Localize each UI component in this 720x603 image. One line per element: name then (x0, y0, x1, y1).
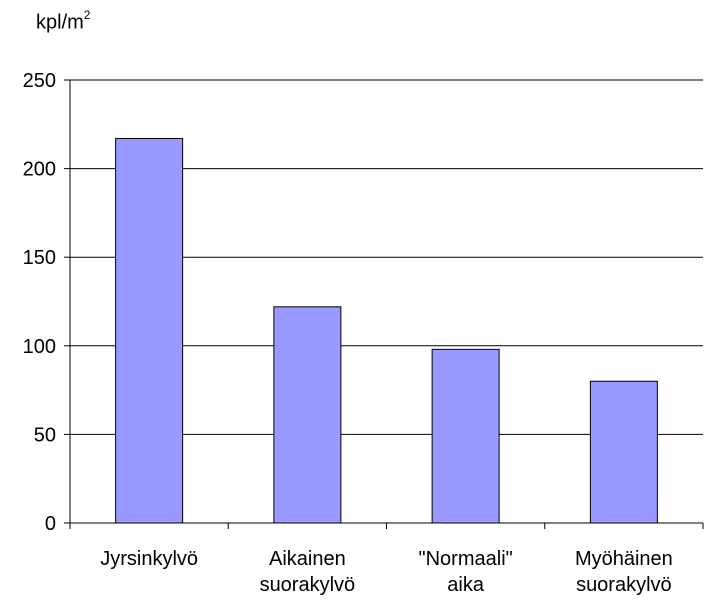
x-tick-label: aika (447, 574, 485, 596)
x-tick-label: suorakylvö (576, 574, 672, 596)
bar (431, 348, 500, 524)
x-tick-label: Myöhäinen (575, 548, 673, 570)
y-tick-label: 150 (23, 247, 56, 269)
x-tick-label: suorakylvö (260, 574, 356, 596)
bars (115, 137, 658, 524)
y-tick-label: 250 (23, 70, 56, 92)
bar (589, 380, 658, 524)
x-tick-label: Jyrsinkylvö (100, 548, 198, 570)
y-tick-label: 0 (45, 513, 56, 535)
y-axis-label: kpl/m2 (36, 8, 91, 35)
y-tick-labels: 0 50 100 150 200 250 (23, 70, 56, 535)
y-axis-label-text: kpl/m (36, 11, 84, 34)
y-tick-label: 100 (23, 336, 56, 358)
y-tick-label: 50 (34, 424, 56, 446)
y-axis-label-superscript: 2 (83, 8, 91, 22)
x-tick-label: "Normaali" (419, 548, 513, 570)
bar (273, 306, 342, 524)
bar (115, 137, 184, 524)
axes (64, 79, 704, 529)
x-tick-label: Aikainen (269, 548, 346, 570)
x-tick-labels: Jyrsinkylvö Aikainen suorakylvö "Normaali" a… (100, 548, 673, 596)
y-tick-label: 200 (23, 159, 56, 181)
